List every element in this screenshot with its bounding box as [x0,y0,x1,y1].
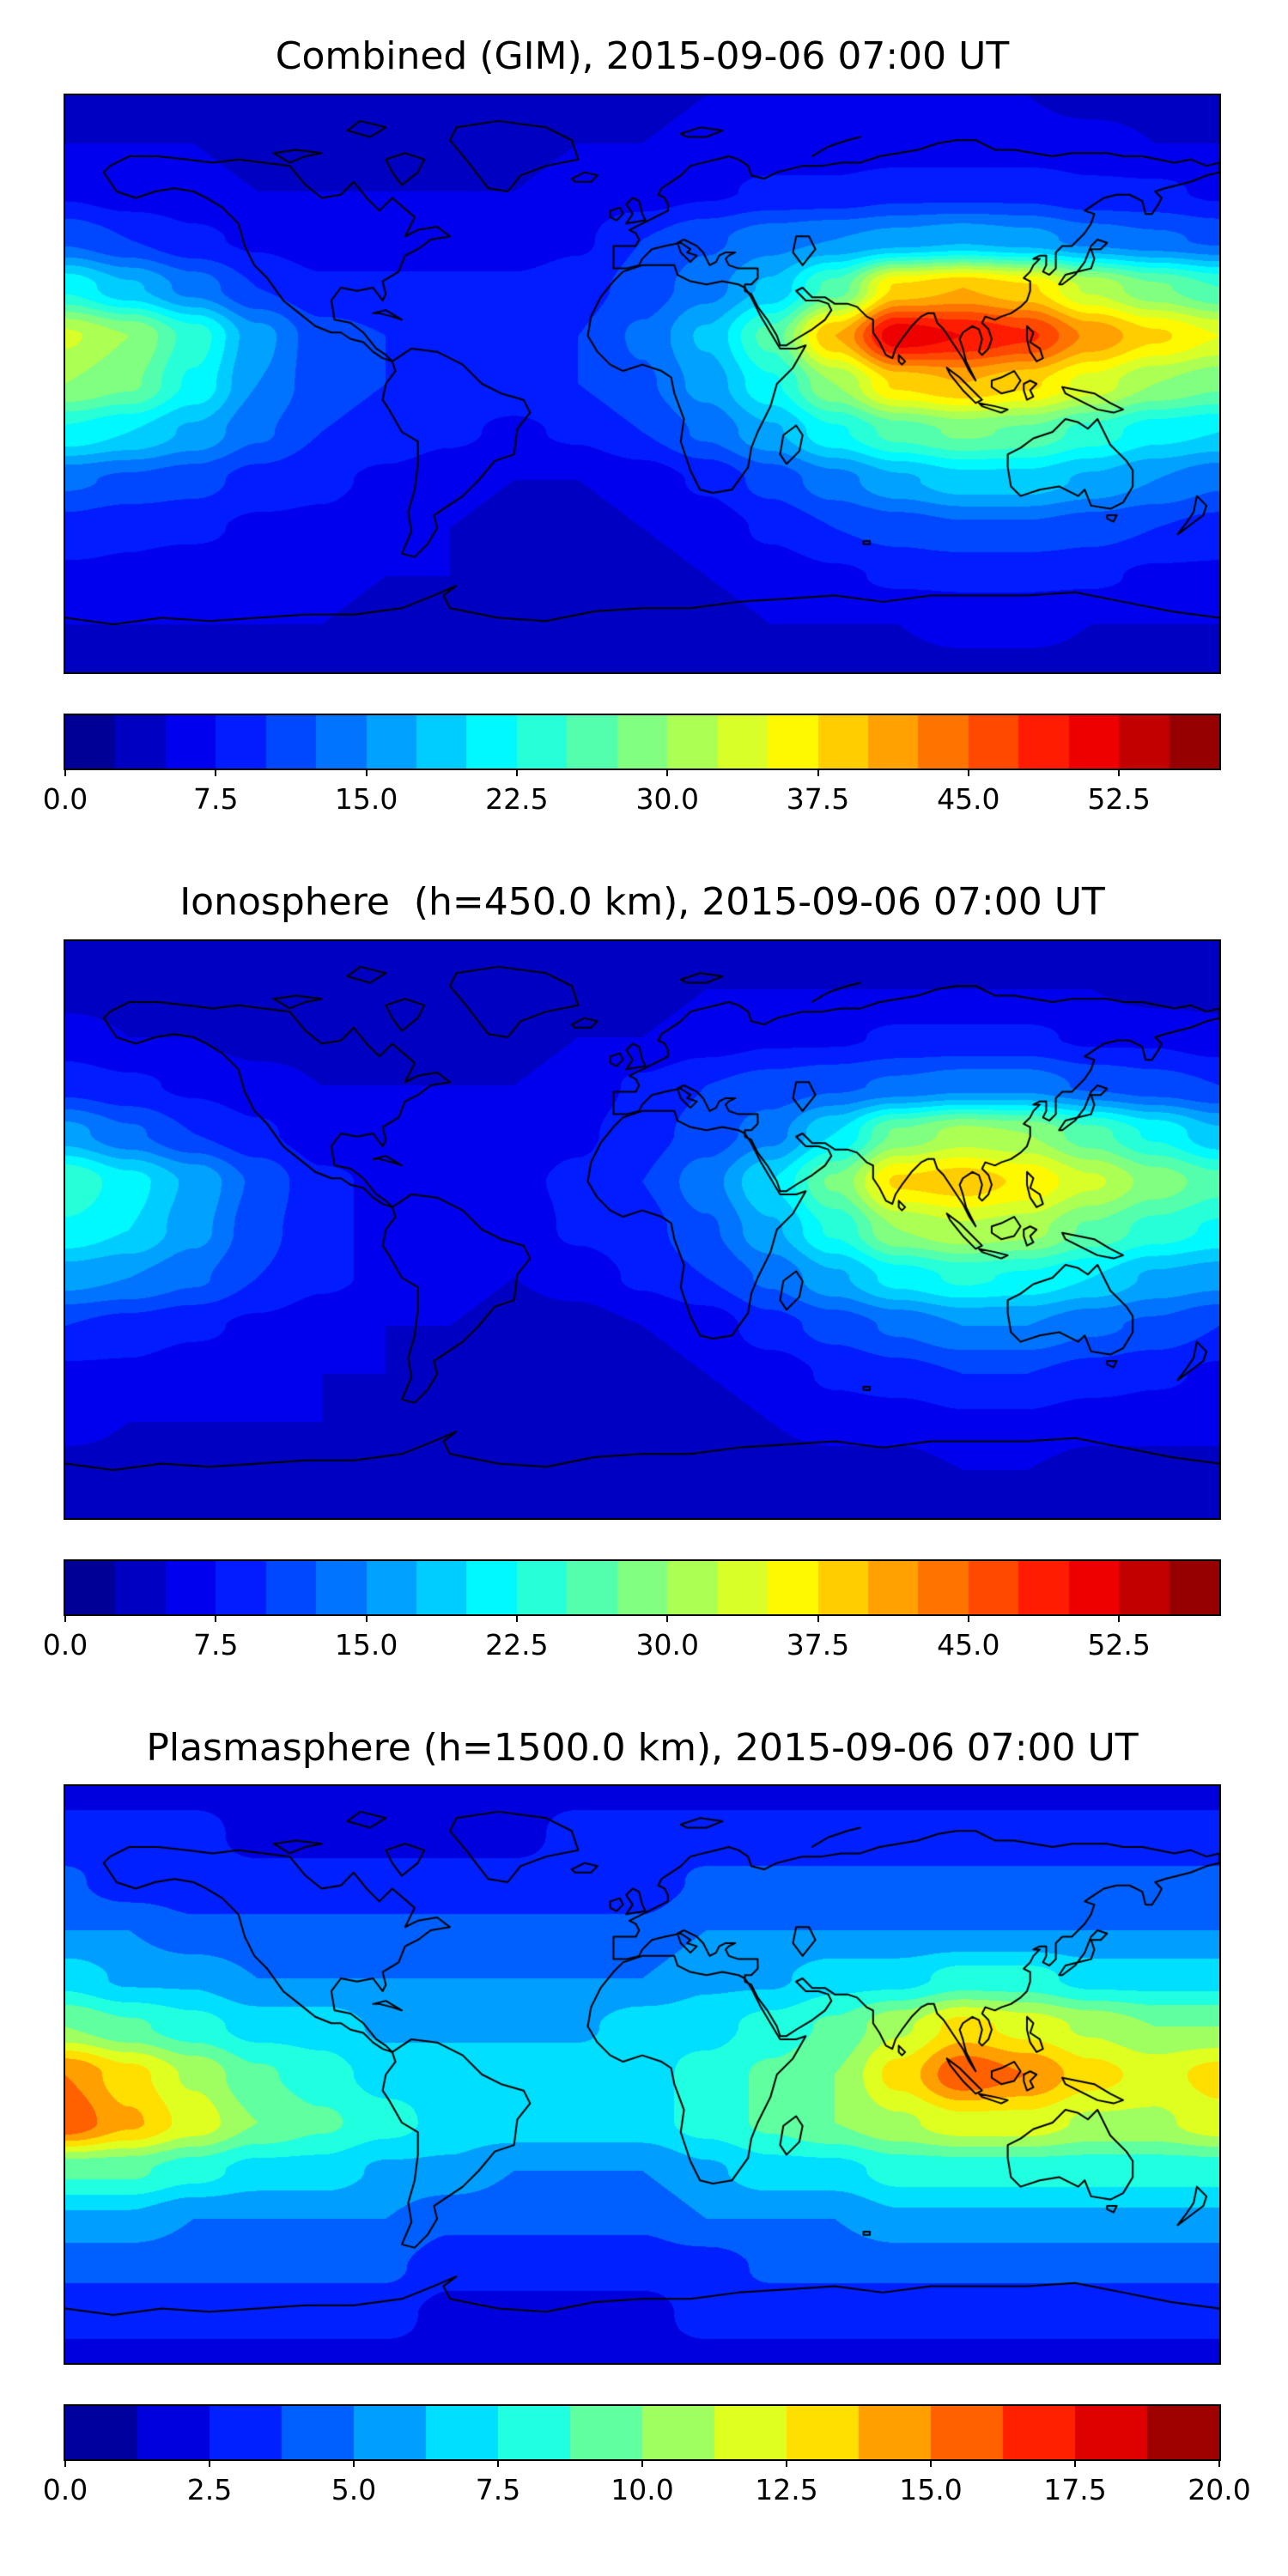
colorbar-tick-label: 7.5 [475,2473,521,2507]
colorbar-tick-label: 2.5 [186,2473,233,2507]
colorbar-tick-mark [497,2459,499,2468]
colorbar-tick-mark [817,768,819,776]
map-combined [64,93,1221,674]
colorbar-tick-label: 7.5 [193,781,239,816]
colorbar-labels-plasmasphere: 0.0 2.5 5.0 7.5 10.0 12.5 15.0 17.5 20.0 [43,2473,1251,2511]
colorbar-labels-combined: 0.0 7.5 15.0 22.5 30.0 37.5 45.0 52.5 [43,781,1221,820]
colorbar-tick-label: 5.0 [331,2473,377,2507]
colorbar-tick-mark [1218,2459,1220,2468]
colorbar-tick-mark [1118,768,1121,776]
colorbar-tick-label: 10.0 [611,2473,674,2507]
colorbar-tick-label: 12.5 [755,2473,818,2507]
colorbar-tick-mark [515,768,518,776]
colorbar-tick-mark [666,768,669,776]
colorbar-tick-label: 37.5 [786,1627,850,1662]
panel-title-ionosphere: Ionosphere (h=450.0 km), 2015-09-06 07:0… [179,879,1105,924]
colorbar-tick-label: 52.5 [1087,1627,1151,1662]
colorbar-bar-plasmasphere [64,2404,1221,2468]
colorbar-tick-label: 0.0 [42,781,88,816]
colorbar-tick-mark [666,1613,669,1622]
panel-combined-gim: Combined (GIM), 2015-09-06 07:00 UT 0.0 7… [0,34,1288,820]
colorbar-tick-label: 7.5 [193,1627,239,1662]
colorbar-tick-mark [64,768,66,776]
colorbar-tick-mark [817,1613,819,1622]
colorbar-canvas-combined [65,714,1219,769]
colorbar-tick-mark [215,1613,217,1622]
colorbar-tick-mark [515,1613,518,1622]
colorbar-tick-label: 22.5 [485,781,549,816]
map-ionosphere [64,939,1221,1520]
colorbar-tick-mark [209,2459,210,2468]
colorbar-tick-mark [1074,2459,1076,2468]
panel-plasmasphere: Plasmasphere (h=1500.0 km), 2015-09-06 0… [0,1726,1288,2512]
colorbar-tick-mark [930,2459,932,2468]
colorbar-tick-label: 15.0 [334,1627,398,1662]
colorbar-tick-mark [365,768,368,776]
colorbar-ionosphere: 0.0 7.5 15.0 22.5 30.0 37.5 45.0 52.5 [43,1558,1221,1666]
panel-title-combined: Combined (GIM), 2015-09-06 07:00 UT [275,34,1010,78]
map-canvas-ionosphere [64,939,1221,1520]
colorbar-tick-label: 15.0 [899,2473,963,2507]
colorbar-tick-label: 52.5 [1087,781,1151,816]
map-canvas-combined [64,93,1221,674]
colorbar-combined: 0.0 7.5 15.0 22.5 30.0 37.5 45.0 52.5 [43,713,1221,820]
colorbar-tick-label: 20.0 [1188,2473,1251,2507]
map-plasmasphere [64,1784,1221,2366]
colorbar-tick-label: 30.0 [635,781,699,816]
colorbar-tick-label: 45.0 [937,781,1000,816]
colorbar-tick-mark [365,1613,368,1622]
colorbar-tick-mark [1118,1613,1121,1622]
colorbar-tick-mark [64,2459,66,2468]
panel-title-plasmasphere: Plasmasphere (h=1500.0 km), 2015-09-06 0… [146,1725,1139,1770]
colorbar-bar-combined [64,713,1221,776]
panel-ionosphere: Ionosphere (h=450.0 km), 2015-09-06 07:0… [0,880,1288,1666]
colorbar-bar-ionosphere [64,1558,1221,1622]
colorbar-tick-mark [967,1613,969,1622]
colorbar-tick-label: 45.0 [937,1627,1000,1662]
colorbar-tick-mark [641,2459,643,2468]
colorbar-tick-label: 30.0 [635,1627,699,1662]
colorbar-tick-mark [64,1613,66,1622]
colorbar-canvas-ionosphere [65,1560,1219,1614]
colorbar-tick-label: 37.5 [786,781,850,816]
colorbar-tick-label: 15.0 [334,781,398,816]
colorbar-plasmasphere: 0.0 2.5 5.0 7.5 10.0 12.5 15.0 17.5 20.0 [43,2404,1251,2511]
colorbar-tick-label: 17.5 [1043,2473,1107,2507]
colorbar-tick-mark [967,768,969,776]
colorbar-tick-mark [786,2459,787,2468]
colorbar-tick-mark [353,2459,355,2468]
map-canvas-plasmasphere [64,1784,1221,2366]
colorbar-tick-label: 22.5 [485,1627,549,1662]
colorbar-canvas-plasmasphere [65,2406,1219,2460]
colorbar-tick-label: 0.0 [42,1627,88,1662]
colorbar-labels-ionosphere: 0.0 7.5 15.0 22.5 30.0 37.5 45.0 52.5 [43,1627,1221,1666]
colorbar-tick-label: 0.0 [42,2473,88,2507]
colorbar-tick-mark [215,768,217,776]
